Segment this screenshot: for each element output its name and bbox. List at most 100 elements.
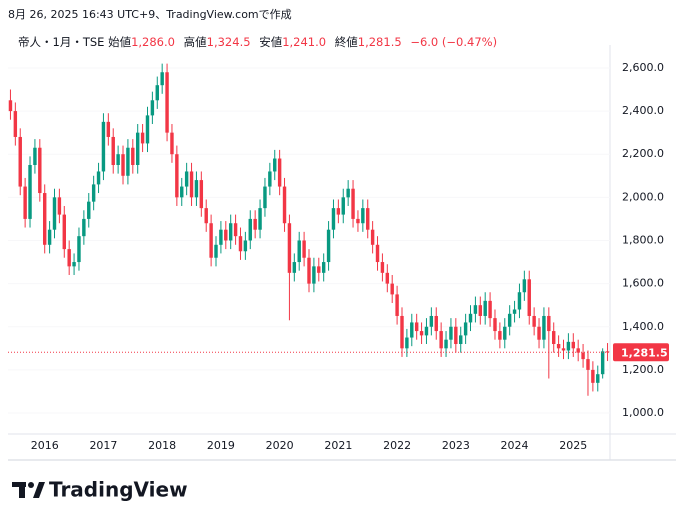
candle-body: [145, 115, 150, 144]
candle-body: [67, 249, 71, 267]
candle-body: [576, 348, 580, 353]
candle-body: [121, 154, 125, 176]
candle-body: [414, 322, 419, 332]
logo-text: TradingView: [49, 478, 188, 502]
candle-body: [233, 223, 238, 237]
candle-body: [91, 184, 96, 202]
candle-body: [209, 223, 213, 258]
candle-body: [527, 279, 531, 316]
candle-body: [47, 229, 52, 245]
candle-body: [228, 223, 233, 241]
candle-body: [8, 100, 13, 112]
y-tick-label: 1,800.0: [622, 233, 664, 246]
candle-body: [517, 292, 522, 310]
value: 1,281.5: [357, 35, 402, 49]
candle-body: [282, 186, 287, 224]
candle-body: [532, 315, 536, 327]
candle-body: [473, 305, 478, 314]
candle-body: [434, 315, 438, 332]
y-tick-label: 1,000.0: [622, 406, 664, 419]
candle-body: [189, 171, 194, 198]
candle-body: [556, 344, 561, 349]
candle-body: [321, 262, 326, 273]
candle-body: [346, 188, 350, 198]
x-tick-label: 2018: [148, 439, 176, 452]
x-tick-label: 2019: [207, 439, 235, 452]
candle-body: [596, 374, 600, 383]
candle-body: [42, 193, 47, 245]
candle-body: [52, 197, 57, 230]
label: 安値: [259, 35, 283, 49]
candle-body: [547, 315, 551, 332]
x-tick-label: 2016: [31, 439, 59, 452]
candle-body: [150, 100, 155, 116]
candle-body: [336, 208, 341, 215]
candle-body: [184, 171, 189, 187]
candle-body: [140, 132, 145, 144]
x-tick-label: 2021: [324, 439, 352, 452]
last-price-box: [613, 343, 669, 362]
candle-body: [395, 294, 399, 316]
candle-body: [459, 335, 463, 345]
candle-body: [292, 262, 297, 273]
candle-body: [361, 208, 365, 224]
x-tick-label: 2020: [266, 439, 294, 452]
candle-body: [87, 201, 91, 219]
candle-body: [57, 197, 62, 215]
x-tick-label: 2025: [559, 439, 587, 452]
candle-body: [356, 218, 360, 224]
value: 1,324.5: [206, 35, 251, 49]
candle-body: [366, 208, 370, 230]
candle-body: [419, 331, 424, 336]
y-tick-label: 2,000.0: [622, 190, 664, 203]
x-tick-label: 2022: [383, 439, 411, 452]
candle-body: [101, 121, 106, 172]
candle-body: [204, 208, 208, 224]
candle-body: [258, 208, 262, 230]
candle-body: [581, 352, 585, 360]
candle-body: [512, 309, 517, 314]
candle-body: [268, 171, 272, 187]
candle-body: [155, 85, 159, 101]
candle-body: [375, 244, 380, 263]
candle-body: [385, 272, 390, 284]
candle-body: [600, 351, 605, 375]
x-tick-label: 2023: [442, 439, 470, 452]
candle-body: [253, 218, 257, 230]
candle-body: [493, 318, 497, 332]
caption: 8月 26, 2025 16:43 UTC+9、TradingView.comで…: [8, 8, 292, 21]
label: 終値: [334, 35, 358, 49]
candle-body: [591, 369, 595, 383]
candle-body: [214, 244, 218, 258]
y-tick-label: 2,400.0: [622, 104, 664, 117]
candle-body: [96, 171, 101, 185]
candle-body: [400, 315, 404, 349]
candle-body: [297, 240, 301, 263]
y-tick-label: 2,600.0: [622, 61, 664, 74]
candle-body: [439, 331, 443, 349]
candle-body: [483, 300, 487, 316]
candle-body: [586, 359, 590, 370]
legend-header: 帝人・1月・TSE 始値1,286.0 高値1,324.5 安値1,241.0 …: [18, 34, 502, 50]
x-tick-label: 2017: [89, 439, 117, 452]
candle-body: [478, 305, 483, 316]
y-tick-label: 1,200.0: [622, 363, 664, 376]
candle-body: [224, 229, 228, 241]
candle-body: [605, 351, 610, 353]
candle-body: [277, 158, 282, 187]
candle-body: [463, 322, 468, 336]
symbol: 帝人・1月・TSE: [18, 35, 105, 49]
candle-body: [503, 326, 507, 340]
candle-body: [160, 72, 164, 86]
y-tick-label: 2,200.0: [622, 147, 664, 160]
candle-body: [18, 136, 22, 187]
candle-body: [219, 229, 223, 245]
candle-body: [28, 164, 32, 219]
candle-body: [444, 339, 448, 349]
candle-body: [307, 257, 311, 284]
last-price-label: 1,281.5: [621, 346, 668, 359]
y-tick-label: 1,600.0: [622, 277, 664, 290]
candle-body: [38, 147, 42, 194]
